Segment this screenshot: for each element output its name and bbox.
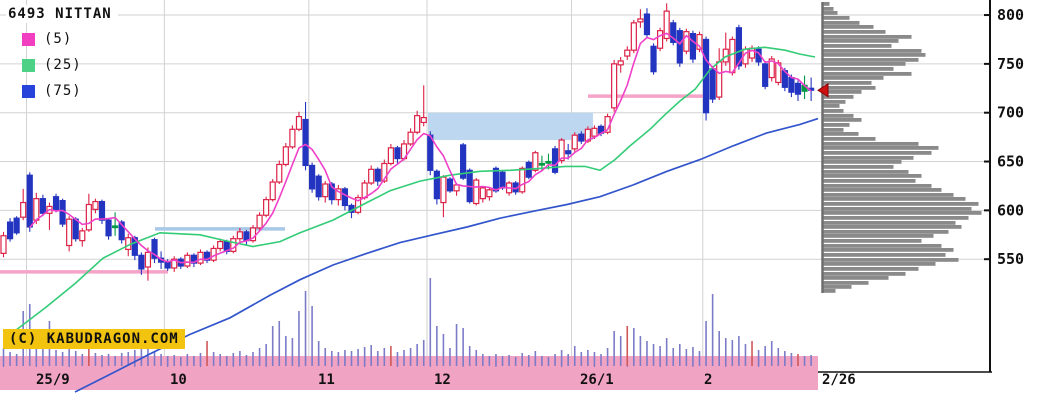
price-tick-label: 800 (997, 6, 1024, 24)
current-price-arrow-icon (817, 82, 829, 98)
legend-item-ma5: (5) (22, 26, 82, 52)
legend-swatch-icon (22, 84, 35, 98)
date-label: 12 (434, 372, 451, 388)
resistance-zone-box (428, 112, 593, 141)
date-label: 26/1 (580, 372, 614, 388)
legend-label: (75) (44, 83, 82, 99)
date-label: 25/9 (36, 372, 70, 388)
date-label: 10 (170, 372, 187, 388)
price-tick-label: 550 (997, 250, 1024, 268)
legend-item-ma75: (75) (22, 78, 82, 104)
ma25-line (12, 46, 816, 334)
volume-profile (823, 2, 982, 293)
legend-swatch-icon (22, 32, 35, 46)
legend-label: (25) (44, 57, 82, 73)
date-label: 11 (318, 372, 335, 388)
page-title: 6493 NITTAN (6, 5, 118, 23)
price-tick-label: 750 (997, 55, 1024, 73)
volume-bars (2, 278, 812, 366)
x-axis-labels: 25/9 10 11 12 26/1 2 2/26 (36, 372, 856, 388)
price-tick-label: 650 (997, 153, 1024, 171)
date-label: 2 (704, 372, 712, 388)
price-tick-label: 600 (997, 201, 1024, 219)
ma-legend: (5) (25) (75) (22, 26, 82, 104)
price-tick-label: 700 (997, 104, 1024, 122)
date-band (0, 356, 818, 390)
legend-swatch-icon (22, 58, 35, 72)
date-label: 2/26 (822, 372, 856, 388)
price-axis-ticks: 800 750 700 650 600 550 (984, 6, 1024, 268)
legend-label: (5) (44, 31, 73, 47)
ma5-line (29, 32, 812, 264)
legend-item-ma25: (25) (22, 52, 82, 78)
ma75-line (74, 117, 819, 393)
watermark: (C) KABUDRAGON.COM (3, 329, 185, 349)
